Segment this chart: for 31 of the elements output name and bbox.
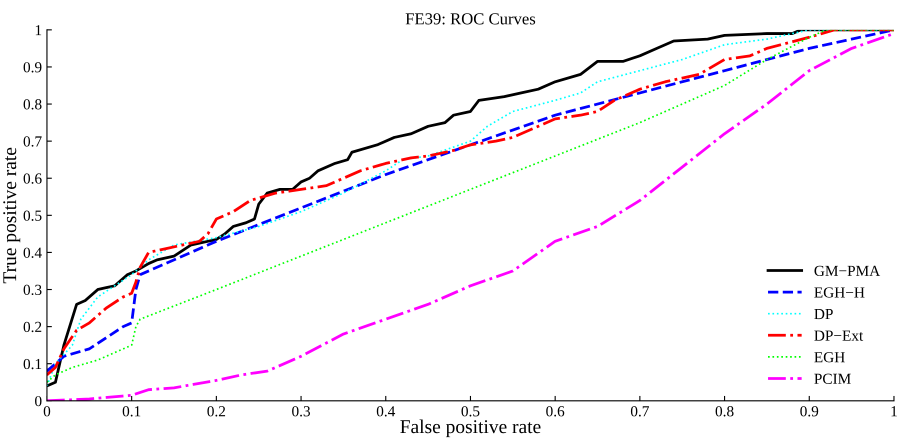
y-tick-label: 0.2 xyxy=(24,322,42,332)
y-tick-label: 0.6 xyxy=(24,173,42,184)
x-tick-label: 0.7 xyxy=(630,406,649,416)
legend-label: PCIM xyxy=(814,374,851,384)
legend-label: DP xyxy=(814,309,833,320)
y-tick-label: 0.8 xyxy=(24,99,42,110)
y-tick-label: 0 xyxy=(35,396,42,406)
legend-label: EGH−H xyxy=(814,287,864,298)
y-tick-label: 0.4 xyxy=(24,248,42,258)
x-tick-label: 0.2 xyxy=(207,406,226,416)
legend-label: DP−Ext xyxy=(814,330,864,341)
x-tick-label: 0.6 xyxy=(546,406,564,416)
x-tick-label: 0.1 xyxy=(122,406,140,416)
legend-label: GM−PMA xyxy=(814,266,880,276)
y-axis-title: True positive rate xyxy=(3,148,20,284)
y-tick-label: 0.7 xyxy=(24,136,42,147)
y-tick-label: 0.3 xyxy=(24,284,42,296)
x-tick-label: 0.3 xyxy=(292,406,310,416)
y-tick-label: 0.5 xyxy=(24,210,42,221)
chart-title: FE39: ROC Curves xyxy=(406,13,536,25)
x-tick-label: 0.8 xyxy=(716,406,734,416)
legend-label: EGH xyxy=(814,352,845,362)
x-tick-label: 0.5 xyxy=(461,406,480,416)
y-tick-label: 0.1 xyxy=(24,358,42,370)
x-tick-label: 0 xyxy=(44,406,50,416)
x-tick-label: 0.9 xyxy=(800,406,818,416)
x-axis-title: False positive rate xyxy=(400,420,541,438)
y-tick-label: 0.9 xyxy=(24,62,42,72)
x-tick-label: 1 xyxy=(891,406,897,416)
y-tick-label: 1 xyxy=(36,25,42,36)
x-tick-label: 0.4 xyxy=(376,406,396,416)
